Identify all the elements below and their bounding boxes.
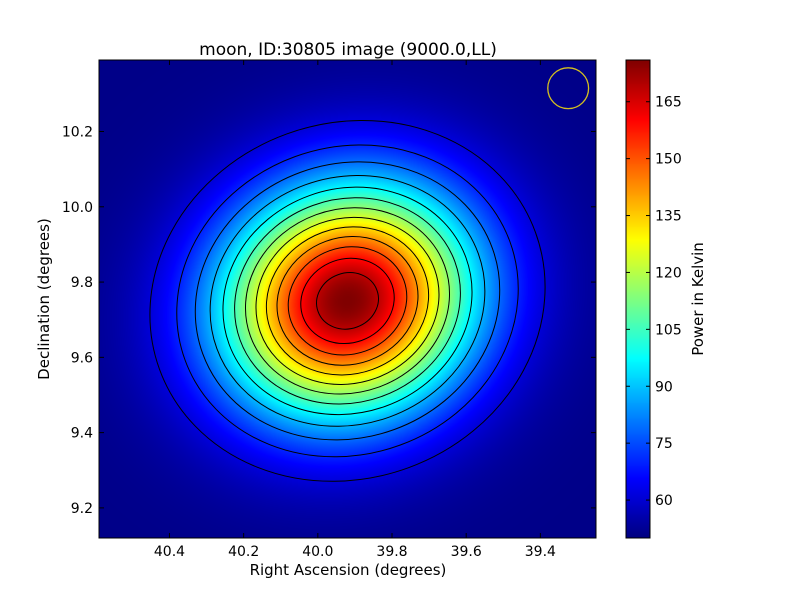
x-axis-label: Right Ascension (degrees) — [250, 561, 447, 579]
contour-line — [149, 119, 546, 482]
colorbar-tick-label: 165 — [655, 95, 682, 111]
x-tick-label: 39.8 — [376, 544, 407, 560]
contour-line — [255, 216, 440, 385]
plot-area — [99, 60, 596, 538]
y-tick-label: 9.8 — [71, 275, 93, 291]
y-tick-label: 9.4 — [71, 426, 93, 442]
y-axis: 9.2 9.4 9.6 9.8 10.0 10.2 — [62, 125, 596, 517]
contour-lines — [149, 119, 546, 482]
plot-frame — [98, 59, 597, 539]
y-tick-label: 10.2 — [62, 125, 93, 141]
contour-line — [234, 197, 461, 405]
contour-line — [287, 246, 408, 356]
contour-line — [176, 144, 519, 458]
contour-line — [276, 236, 419, 366]
beam-circle — [547, 67, 590, 110]
colorbar-tick-label: 105 — [655, 322, 682, 338]
x-tick-label: 39.4 — [525, 544, 556, 560]
contour-line — [194, 161, 501, 441]
colorbar-tick-label: 120 — [655, 265, 682, 281]
x-tick-label: 40.0 — [302, 544, 333, 560]
y-tick-label: 9.6 — [71, 350, 93, 366]
heatmap-image — [99, 60, 596, 538]
colorbar-frame — [625, 59, 651, 539]
contour-line — [209, 174, 486, 427]
colorbar-tick-label: 75 — [655, 436, 673, 452]
y-tick-label: 9.2 — [71, 501, 93, 517]
colorbar-ticks: 60 75 90 105 120 135 150 165 — [626, 95, 682, 509]
colorbar-tick-label: 135 — [655, 209, 682, 225]
x-tick-label: 39.6 — [451, 544, 482, 560]
contour-line — [222, 186, 473, 416]
colorbar-tick-label: 90 — [655, 379, 673, 395]
colorbar: 60 75 90 105 120 135 150 165 Power in Kelvin — [625, 59, 707, 539]
x-tick-label: 40.2 — [228, 544, 259, 560]
contour-line — [244, 207, 451, 395]
colorbar-label: Power in Kelvin — [689, 242, 707, 356]
x-tick-label: 40.4 — [154, 544, 185, 560]
y-tick-label: 10.0 — [62, 200, 93, 216]
contour-line — [265, 226, 430, 376]
colorbar-tick-label: 150 — [655, 152, 682, 168]
x-axis: 40.4 40.2 40.0 39.8 39.6 39.4 — [154, 60, 556, 560]
chart-title: moon, ID:30805 image (9000.0,LL) — [199, 40, 497, 60]
colorbar-gradient — [626, 60, 650, 538]
contour-line — [316, 272, 379, 330]
contour-line — [300, 257, 395, 345]
y-axis-label: Declination (degrees) — [35, 218, 53, 380]
colorbar-tick-label: 60 — [655, 493, 673, 509]
